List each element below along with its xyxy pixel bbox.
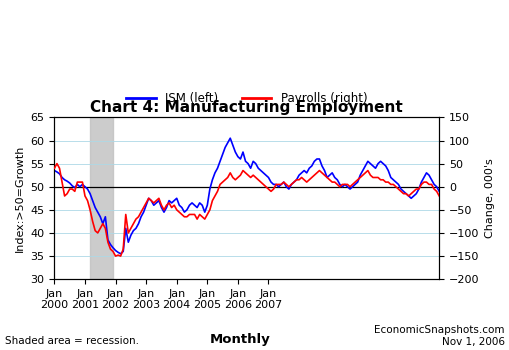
Text: Shaded area = recession.: Shaded area = recession.	[5, 336, 139, 346]
Text: Monthly: Monthly	[209, 334, 270, 346]
Legend: ISM (left), Payrolls (right): ISM (left), Payrolls (right)	[121, 88, 372, 110]
Y-axis label: Change, 000's: Change, 000's	[484, 159, 494, 238]
Bar	[90, 117, 113, 279]
Text: EconomicSnapshots.com
Nov 1, 2006: EconomicSnapshots.com Nov 1, 2006	[374, 325, 504, 346]
Title: Chart 4: Manufacturing Employment: Chart 4: Manufacturing Employment	[90, 100, 403, 115]
Y-axis label: Index:>50=Growth: Index:>50=Growth	[15, 145, 25, 252]
